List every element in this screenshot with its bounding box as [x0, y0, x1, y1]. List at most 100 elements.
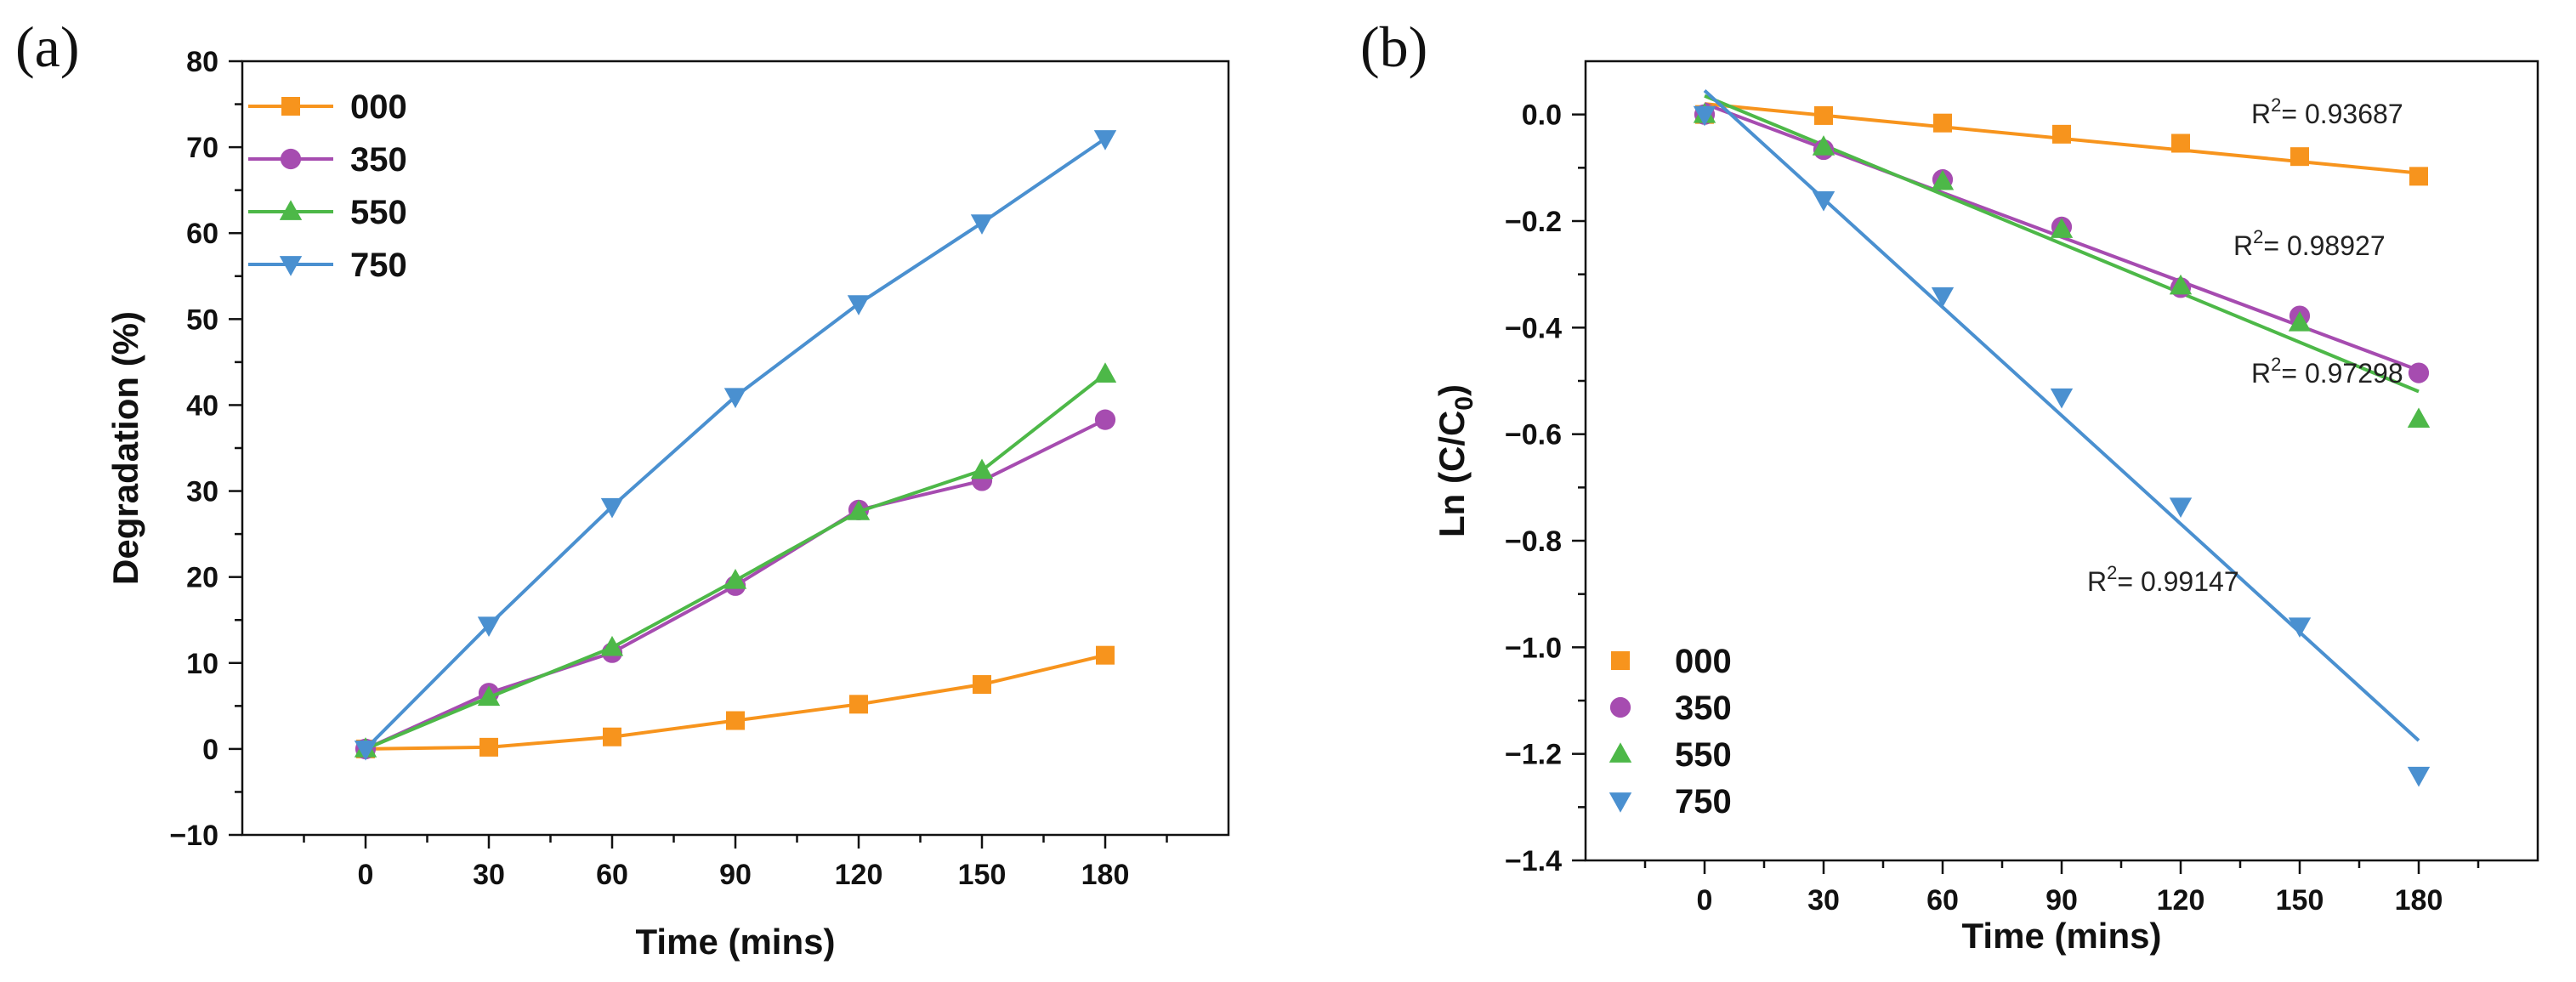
r2-superscript: 2	[2271, 354, 2281, 375]
x-tick-label: 120	[2157, 884, 2205, 917]
data-point-350	[1094, 409, 1116, 430]
r2-prefix: R	[2233, 230, 2253, 261]
x-tick-label: 120	[835, 859, 883, 891]
data-point-750	[1931, 287, 1955, 308]
data-point-000	[973, 675, 991, 695]
legend-label: 350	[1675, 690, 1732, 727]
r2-value: = 0.99147	[2117, 566, 2238, 597]
panel-a-x-tick-labels: 0 30 60 90 120 150 180	[358, 859, 1130, 891]
panel-b-ticks	[1572, 113, 2480, 874]
y-tick-label: 70	[186, 132, 218, 164]
panel-b-x-axis-title: Time (mins)	[1962, 916, 2162, 956]
legend-marker-550	[279, 200, 303, 220]
panel-b-y-axis-title: Ln (C/C0)	[1432, 384, 1478, 537]
legend-marker-550	[1609, 742, 1632, 763]
legend-marker-750	[279, 256, 303, 276]
panel-b-y-axis-title-sub: 0	[1450, 396, 1478, 411]
legend-label: 000	[1675, 643, 1732, 680]
legend-label: 550	[350, 194, 407, 231]
panel-b-x-tick-labels: 0 30 60 90 120 150 180	[1697, 884, 2443, 917]
data-point-750	[600, 497, 624, 519]
data-point-750	[847, 295, 871, 315]
legend-item-550: 550	[248, 194, 407, 231]
data-point-550	[1093, 362, 1117, 383]
data-point-550	[477, 685, 501, 707]
panel-b-legend: 000 350 550 750	[1609, 643, 1732, 820]
panel-b-series	[1693, 102, 2431, 787]
data-point-550	[723, 568, 747, 589]
panel-a-degradation-chart: (a) 0 30 60 90 120 150 180 −10 0 10 20 30 40 50 60 70 8…	[15, 14, 1230, 962]
data-point-750	[1693, 105, 1716, 127]
x-tick-label: 180	[1081, 859, 1130, 891]
legend-label: 550	[1675, 736, 1732, 774]
legend-item-750: 750	[248, 247, 407, 284]
legend-marker-350	[280, 148, 302, 170]
data-point-750	[477, 616, 501, 638]
y-tick-label: −0.2	[1505, 206, 1562, 238]
data-point-000	[603, 727, 621, 746]
data-point-550	[847, 500, 871, 520]
r2-superscript: 2	[2271, 94, 2281, 116]
y-tick-label: −10	[169, 820, 218, 852]
y-tick-label: 10	[186, 648, 218, 680]
data-point-000	[726, 711, 745, 730]
r2-label-000: R2= 0.93687	[2251, 94, 2403, 129]
r2-label-550: R2= 0.97298	[2251, 354, 2403, 389]
legend-item-350: 350	[1609, 690, 1732, 727]
data-point-550	[970, 458, 994, 480]
series-550	[354, 362, 1117, 758]
fit-line-750	[1703, 88, 2420, 742]
legend-item-750: 750	[1609, 783, 1732, 820]
legend-item-000: 000	[1611, 643, 1732, 680]
r2-value: = 0.98927	[2263, 230, 2385, 261]
data-point-750	[970, 214, 994, 235]
data-point-550	[1812, 135, 1836, 156]
data-point-550	[2288, 310, 2312, 332]
x-tick-label: 150	[2276, 884, 2324, 917]
panel-a-label: (a)	[15, 14, 79, 79]
y-tick-label: 0	[202, 734, 218, 766]
data-point-000	[479, 737, 498, 757]
data-point-550	[600, 635, 624, 656]
panel-b-y-axis-title-end: )	[1432, 384, 1472, 396]
legend-label: 750	[350, 247, 407, 284]
x-tick-label: 30	[473, 859, 505, 891]
x-tick-label: 90	[719, 859, 752, 891]
x-tick-label: 90	[2045, 884, 2078, 917]
series-line-750	[364, 137, 1107, 751]
x-tick-label: 180	[2395, 884, 2443, 917]
r2-prefix: R	[2251, 358, 2271, 389]
data-point-750	[1812, 191, 1836, 212]
r2-value: = 0.97298	[2281, 358, 2403, 389]
r2-prefix: R	[2251, 99, 2271, 129]
panel-a-series	[354, 130, 1117, 761]
panel-a-y-axis-title: Degradation (%)	[105, 311, 145, 585]
legend-label: 350	[350, 141, 407, 179]
panel-b-y-tick-labels: −1.4 −1.2 −1.0 −0.8 −0.6 −0.4 −0.2 0.0	[1505, 99, 1562, 877]
data-point-000	[2409, 167, 2428, 186]
x-tick-label: 0	[358, 859, 374, 891]
y-tick-label: −1.4	[1505, 845, 1562, 877]
panel-b-kinetics-chart: (b) 0 30 60 90 120 150 180 −1.4 −1.2 −1.0 −0.8 −0.…	[1360, 14, 2539, 956]
data-point-000	[2052, 124, 2071, 144]
panel-b-label: (b)	[1360, 14, 1427, 79]
series-750	[354, 130, 1117, 761]
series-line-550	[365, 372, 1107, 751]
legend-label: 750	[1675, 783, 1732, 820]
r2-superscript: 2	[2107, 562, 2117, 583]
data-point-350	[2408, 362, 2430, 383]
data-point-750	[2288, 617, 2312, 639]
data-point-000	[2171, 133, 2190, 153]
r2-label-750: R2= 0.99147	[2087, 562, 2239, 597]
data-point-550	[2407, 407, 2431, 429]
legend-marker-750	[1609, 792, 1632, 813]
r2-value: = 0.93687	[2281, 99, 2403, 129]
panel-a-x-axis-title: Time (mins)	[636, 922, 836, 962]
y-tick-label: −0.6	[1505, 419, 1562, 451]
panel-a-y-tick-labels: −10 0 10 20 30 40 50 60 70 80	[169, 46, 218, 852]
y-tick-label: −0.8	[1505, 525, 1562, 558]
data-point-000	[2290, 147, 2309, 167]
r2-label-350: R2= 0.98927	[2233, 226, 2386, 261]
y-tick-label: 0.0	[1522, 99, 1562, 132]
